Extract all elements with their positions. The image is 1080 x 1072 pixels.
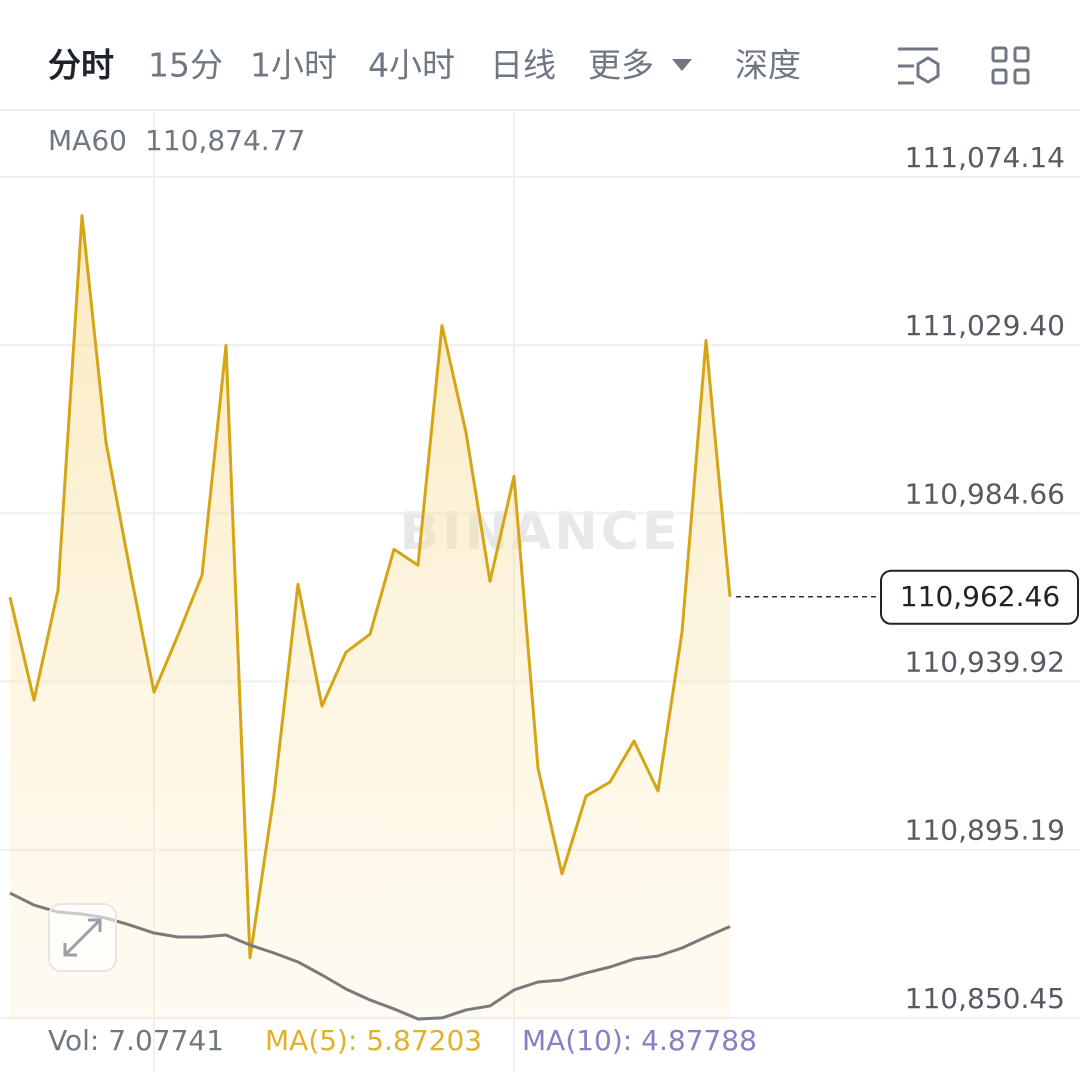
plot: BINANCE111,074.14111,029.40110,984.66110… [0, 141, 1080, 1021]
ma-line [9, 891, 731, 1021]
price-box [880, 569, 1079, 625]
y-tick-label: 110,939.92 [905, 646, 1065, 679]
y-tick-label: 110,895.19 [905, 814, 1065, 847]
y-tick-label: 111,074.14 [905, 141, 1065, 174]
volume-label: Vol: 7.07741 [48, 1024, 224, 1057]
tab[interactable]: 深度 [735, 46, 801, 85]
ma-value: 110,874.77 [145, 124, 305, 157]
tab[interactable]: 更多 [588, 46, 654, 85]
tab[interactable]: 1小时 [250, 46, 337, 85]
price-line [8, 214, 732, 960]
y-tick-label: 111,029.40 [905, 309, 1065, 342]
tab[interactable]: 日线 [490, 46, 556, 85]
dropdown-arrow[interactable] [672, 59, 692, 71]
ma-name: MA60 [48, 124, 127, 157]
ma10-label: MA(10): 4.87788 [522, 1024, 757, 1057]
overlay: MA60 110,874.77 Vol: 7.07741 MA(5): 5.87… [48, 124, 757, 1057]
ma5-label: MA(5): 5.87203 [265, 1024, 482, 1057]
price-label: 110,962.46 [900, 580, 1060, 613]
tab[interactable]: 4小时 [368, 46, 455, 85]
tab[interactable]: 分时 [48, 46, 114, 85]
settings-icon[interactable] [898, 47, 940, 85]
y-tick-label: 110,984.66 [905, 477, 1065, 510]
area [10, 215, 730, 1020]
y-tick-label: 110,850.45 [905, 982, 1065, 1015]
expand-icon[interactable] [63, 918, 102, 957]
layout-icon[interactable] [991, 46, 1030, 85]
tab[interactable]: 15分 [148, 46, 223, 85]
